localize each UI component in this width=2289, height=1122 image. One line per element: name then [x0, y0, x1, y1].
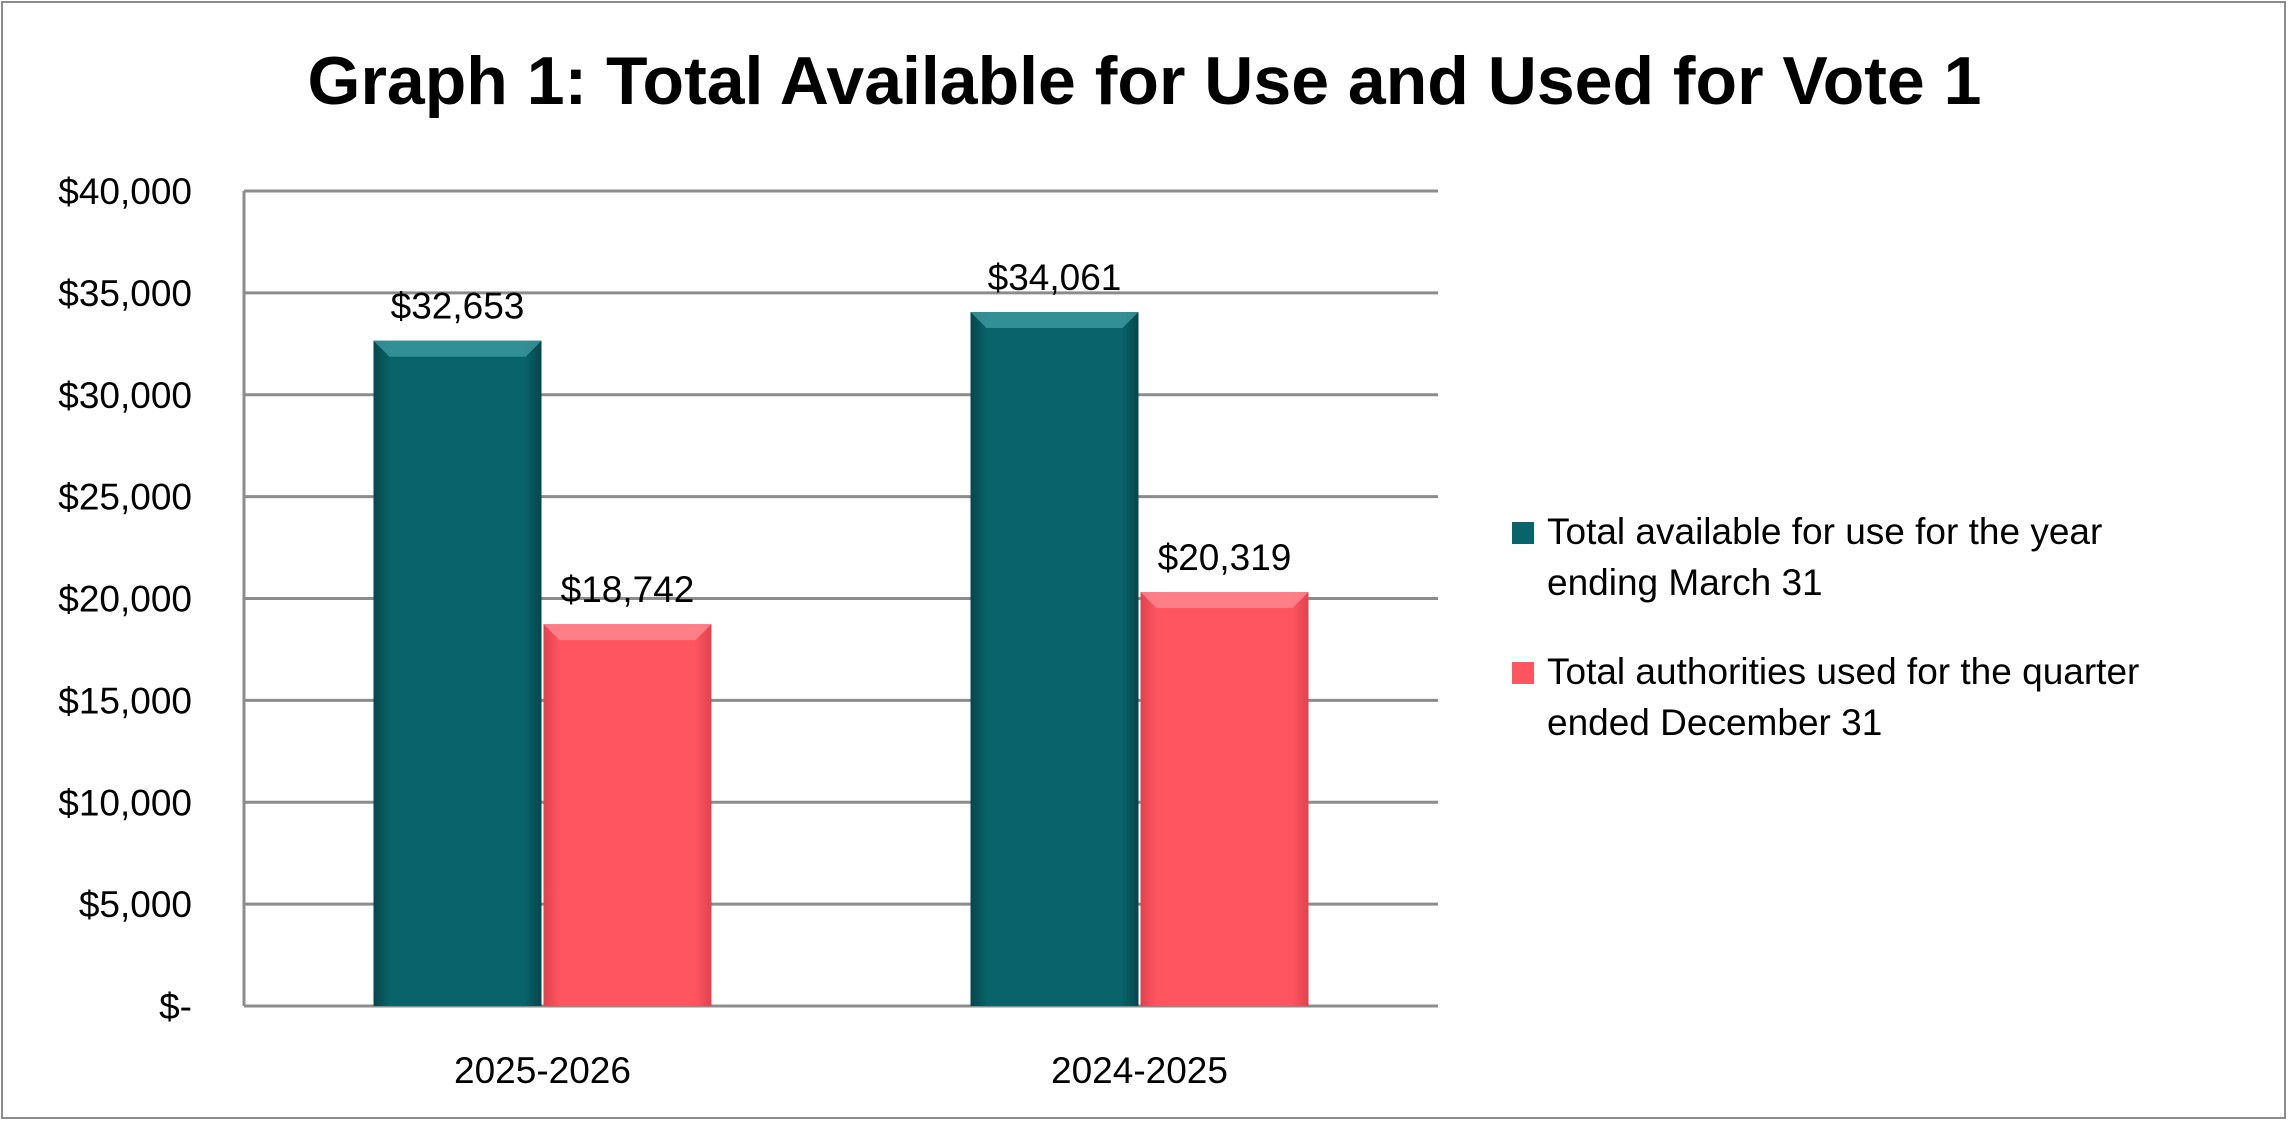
- y-tick-label: $20,000: [58, 579, 192, 620]
- legend-swatch-used: [1512, 662, 1534, 684]
- y-tick-label: $-: [159, 986, 192, 1027]
- bar-bevel: [1140, 592, 1309, 609]
- legend-text: ending March 31: [1547, 562, 1823, 603]
- x-tick-label: 2024-2025: [1051, 1050, 1228, 1091]
- chart-title: Graph 1: Total Available for Use and Use…: [307, 43, 1982, 119]
- bar-available: [373, 340, 542, 1006]
- bar-used: [1140, 592, 1309, 1006]
- data-label: $32,653: [391, 286, 525, 327]
- data-label: $20,319: [1158, 537, 1292, 578]
- y-tick-label: $30,000: [58, 375, 192, 416]
- legend-swatch-available: [1512, 522, 1534, 544]
- legend-text: Total available for use for the year: [1547, 511, 2103, 552]
- legend-text: ended December 31: [1547, 702, 1883, 743]
- bar-available: [970, 312, 1139, 1007]
- y-tick-label: $10,000: [58, 782, 192, 823]
- legend-text: Total authorities used for the quarter: [1547, 651, 2140, 692]
- y-tick-label: $5,000: [79, 884, 192, 925]
- bar-bevel: [543, 624, 712, 641]
- legend-item-used: Total authorities used for the quarter e…: [1547, 646, 2289, 748]
- bar-bevel: [373, 340, 542, 357]
- y-tick-label: $15,000: [58, 680, 192, 721]
- legend-item-available: Total available for use for the year end…: [1547, 506, 2289, 608]
- x-tick-label: 2025-2026: [454, 1050, 631, 1091]
- data-label: $18,742: [561, 569, 695, 610]
- bar-bevel: [970, 312, 1139, 329]
- data-label: $34,061: [988, 257, 1122, 298]
- bar-used: [543, 624, 712, 1006]
- y-tick-label: $35,000: [58, 273, 192, 314]
- y-tick-label: $25,000: [58, 477, 192, 518]
- y-tick-label: $40,000: [58, 171, 192, 212]
